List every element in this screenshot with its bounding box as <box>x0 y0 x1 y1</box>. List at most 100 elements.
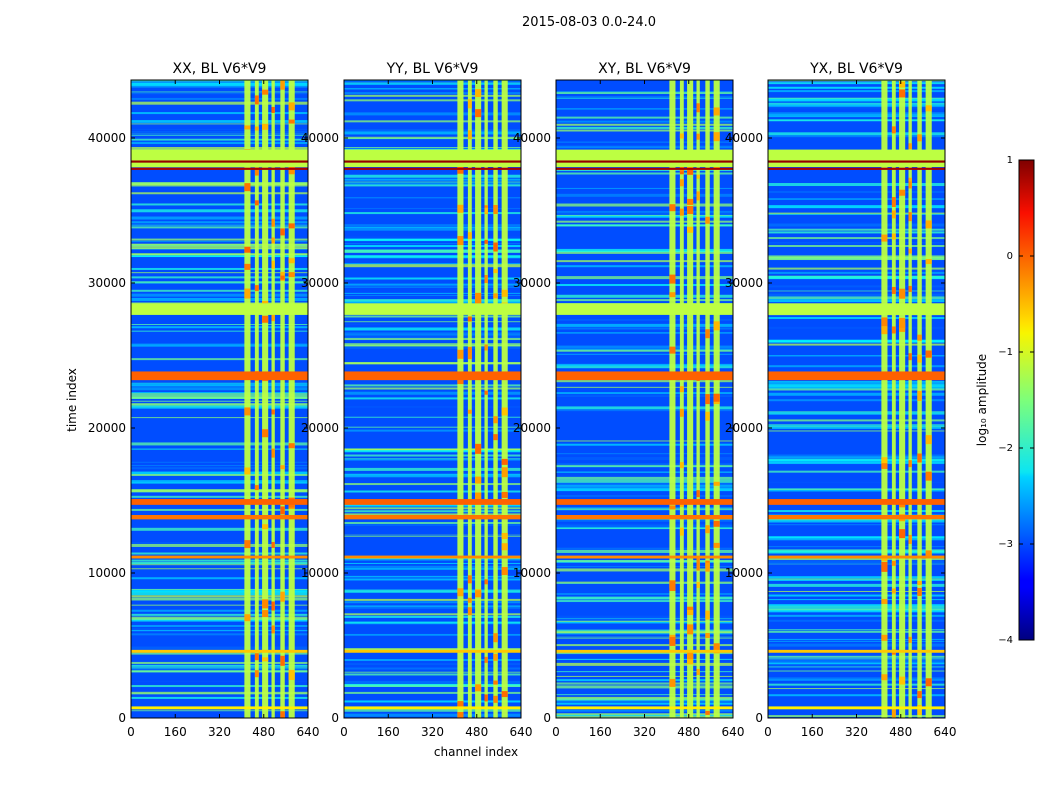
time-stripe <box>344 332 521 336</box>
rfi-hotspot <box>881 674 888 681</box>
rfi-hotspot <box>484 207 488 214</box>
time-stripe <box>768 399 945 402</box>
time-stripe <box>131 128 308 130</box>
rfi-hotspot <box>262 89 269 95</box>
rfi-hotspot <box>687 652 694 660</box>
time-stripe <box>556 120 733 123</box>
time-stripe <box>768 688 945 690</box>
rfi-hotspot <box>705 411 710 421</box>
flagged-time-band <box>768 706 945 710</box>
rfi-hotspot <box>696 557 700 565</box>
time-stripe <box>556 593 733 596</box>
time-stripe <box>556 323 733 327</box>
time-stripe <box>768 614 945 617</box>
time-stripe <box>344 207 521 209</box>
flagged-time-band <box>131 706 308 710</box>
x-tick-label: 160 <box>164 725 187 739</box>
time-stripe <box>556 265 733 268</box>
rfi-hotspot <box>467 607 472 616</box>
time-stripe <box>131 330 308 332</box>
rfi-hotspot <box>244 467 251 475</box>
time-stripe <box>344 300 521 304</box>
rfi-channel-band <box>280 80 285 718</box>
flagged-time-band <box>344 160 521 163</box>
time-stripe <box>768 538 945 541</box>
rfi-hotspot <box>457 204 464 213</box>
time-stripe <box>344 605 521 608</box>
rfi-hotspot <box>457 236 464 246</box>
flagged-time-band <box>768 499 945 505</box>
time-stripe <box>344 362 521 365</box>
rfi-channel-band <box>679 80 684 718</box>
time-stripe <box>768 519 945 522</box>
time-stripe <box>344 243 521 245</box>
y-tick-label: 10000 <box>725 566 763 580</box>
time-stripe <box>556 203 733 207</box>
rfi-hotspot <box>881 561 888 572</box>
time-stripe <box>131 670 308 673</box>
rfi-hotspot <box>271 409 275 415</box>
rfi-hotspot <box>696 581 700 588</box>
time-stripe <box>768 462 945 465</box>
rfi-hotspot <box>262 429 269 438</box>
time-stripe <box>556 260 733 263</box>
time-stripe <box>344 283 521 286</box>
flagged-time-band <box>556 303 733 315</box>
time-stripe <box>344 534 521 536</box>
rfi-hotspot <box>484 344 488 351</box>
rfi-hotspot <box>493 293 498 299</box>
rfi-hotspot <box>254 485 259 491</box>
rfi-hotspot <box>899 89 906 98</box>
rfi-hotspot <box>891 210 896 219</box>
time-stripe <box>768 583 945 587</box>
time-stripe <box>768 578 945 581</box>
time-stripe <box>556 482 733 485</box>
y-tick-label: 20000 <box>725 421 763 435</box>
flagged-time-band <box>556 149 733 167</box>
time-stripe <box>344 504 521 507</box>
time-stripe <box>768 643 945 647</box>
panel-title: XY, BL V6*V9 <box>598 61 691 77</box>
time-stripe <box>768 355 945 357</box>
time-stripe <box>344 197 521 199</box>
rfi-hotspot <box>244 246 251 253</box>
time-stripe <box>344 338 521 341</box>
rfi-hotspot <box>908 143 912 150</box>
colorbar-tick-label: −4 <box>998 635 1013 646</box>
rfi-hotspot <box>262 524 269 530</box>
time-stripe <box>344 299 521 302</box>
time-stripe <box>344 343 521 347</box>
time-stripe <box>768 231 945 234</box>
panel-yy: YY, BL V6*V9 0 160 320 480 640 0 10000 20000 3000… <box>301 61 533 739</box>
rfi-hotspot <box>917 134 922 142</box>
time-stripe <box>131 417 308 419</box>
rfi-hotspot <box>262 315 269 323</box>
time-stripe <box>768 590 945 592</box>
rfi-hotspot <box>484 656 488 663</box>
time-stripe <box>556 365 733 369</box>
time-stripe <box>556 453 733 455</box>
rfi-hotspot <box>262 599 269 609</box>
x-tick-label: 160 <box>801 725 824 739</box>
time-stripe <box>768 382 945 385</box>
time-stripe <box>344 225 521 228</box>
time-stripe <box>131 630 308 632</box>
time-stripe <box>344 691 521 694</box>
time-stripe <box>556 129 733 132</box>
rfi-hotspot <box>908 181 912 189</box>
time-stripe <box>344 449 521 451</box>
time-stripe <box>556 679 733 682</box>
flagged-time-band <box>768 149 945 167</box>
time-stripe <box>768 296 945 300</box>
time-stripe <box>556 632 733 635</box>
time-stripe <box>768 456 945 459</box>
time-stripe <box>556 523 733 526</box>
rfi-hotspot <box>280 228 285 236</box>
time-stripe <box>344 184 521 187</box>
time-stripe <box>768 638 945 640</box>
panel-title: XX, BL V6*V9 <box>173 61 267 77</box>
rfi-hotspot <box>669 204 676 212</box>
time-stripe <box>768 419 945 422</box>
time-stripe <box>556 363 733 366</box>
time-stripe <box>556 220 733 223</box>
